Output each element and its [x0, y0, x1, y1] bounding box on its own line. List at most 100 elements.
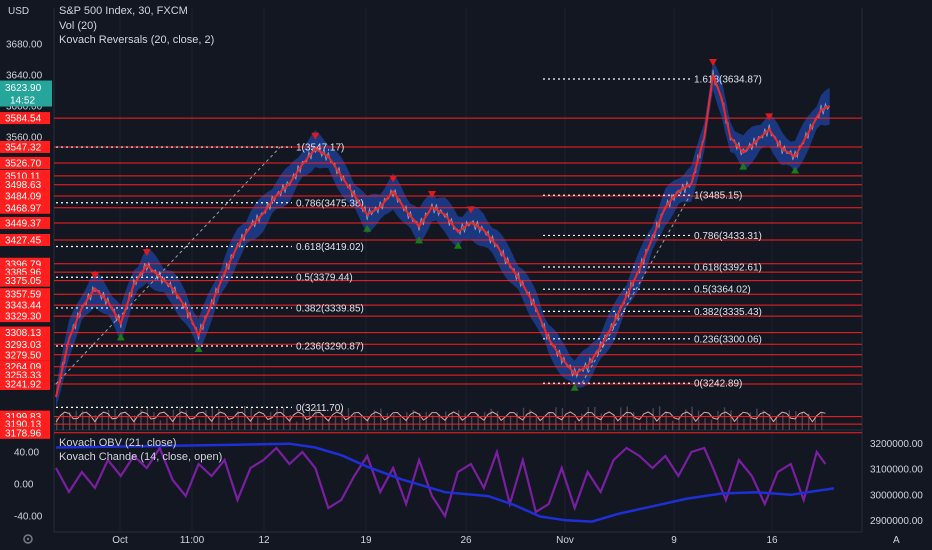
- volume-bar: [88, 415, 90, 430]
- fib-level-label: 0.618(3392.61): [694, 263, 762, 274]
- volume-bar: [710, 419, 713, 430]
- volume-bar: [594, 407, 596, 430]
- volume-bars: [55, 406, 826, 430]
- volume-bar: [250, 408, 252, 430]
- lower-panel: [55, 442, 835, 523]
- sell-marker: [142, 249, 151, 257]
- last-price-label: 3623.90: [5, 83, 42, 94]
- volume-bar: [490, 408, 492, 430]
- level-tag-label: 3329.30: [5, 312, 42, 323]
- volume-bar: [231, 420, 233, 430]
- volume-bar: [665, 411, 667, 430]
- auto-scale-button[interactable]: A: [893, 535, 900, 546]
- volume-bar: [645, 416, 648, 430]
- time-tick-label: 12: [258, 535, 270, 546]
- legend-symbol[interactable]: S&P 500 Index, 30, FXCM: [59, 5, 188, 17]
- obv-tick-label: 3200000.00: [870, 439, 923, 450]
- fib-level-label: 0.236(3300.06): [694, 334, 762, 345]
- volume-bar: [509, 415, 512, 430]
- level-tag: [0, 233, 50, 246]
- volume-bar: [457, 410, 460, 430]
- volume-bar: [775, 415, 778, 430]
- volume-bar: [380, 408, 382, 430]
- level-tag: [0, 288, 50, 301]
- left-price-axis[interactable]: 3680.00 3640.00 3600.00 3560.00 3584.54 3547.…: [0, 40, 52, 523]
- fib-trend-line: [55, 146, 281, 385]
- level-tag: [0, 426, 50, 439]
- legend-obv[interactable]: Kovach OBV (21, close): [59, 437, 177, 449]
- volume-bar: [295, 421, 298, 430]
- sell-marker: [389, 175, 398, 183]
- level-tag: [0, 338, 50, 351]
- time-tick-label: Oct: [112, 535, 128, 546]
- time-tick-label: 16: [766, 535, 778, 546]
- volume-bar: [367, 417, 369, 430]
- volume-bar: [795, 411, 797, 430]
- level-tag: [0, 201, 50, 214]
- sell-marker: [466, 206, 475, 214]
- level-tag: [0, 178, 50, 191]
- volume-bar: [723, 407, 726, 430]
- price-tick-label: 3600.00: [6, 102, 43, 113]
- price-tick-label: 3640.00: [6, 71, 43, 82]
- volume-bar: [425, 411, 427, 430]
- volume-bar: [282, 407, 285, 430]
- level-tag-label: 3449.37: [5, 218, 42, 229]
- volume-bar: [101, 413, 103, 430]
- legend-chande[interactable]: Kovach Chande (14, close, open): [59, 451, 223, 463]
- volume-bar: [276, 406, 278, 430]
- fib-level-label: 0.786(3433.31): [694, 231, 762, 242]
- level-tag-label: 3178.96: [5, 428, 42, 439]
- fib-level-label: 0.236(3290.87): [296, 341, 364, 352]
- gear-icon[interactable]: [23, 534, 33, 544]
- volume-bar: [107, 409, 110, 430]
- level-tag-label: 3293.03: [5, 340, 42, 351]
- level-tag-label: 3357.59: [5, 290, 42, 301]
- volume-bar: [244, 406, 246, 430]
- level-tag: [0, 326, 50, 339]
- level-tag: [0, 377, 50, 390]
- volume-bar: [555, 407, 557, 430]
- level-tag-label: 3343.44: [5, 301, 42, 312]
- volume-bar: [639, 422, 641, 430]
- volume-bar: [256, 416, 259, 430]
- chande-tick-label: 40.00: [14, 448, 39, 459]
- volume-bar: [334, 415, 337, 430]
- level-tag: [0, 216, 50, 229]
- volume-bar: [451, 412, 453, 430]
- volume-bar: [730, 410, 732, 430]
- volume-bar: [626, 406, 628, 430]
- price-line: [55, 74, 831, 398]
- last-price-tag: [0, 80, 52, 107]
- volume-bar: [406, 412, 408, 430]
- time-tick-label: 19: [360, 535, 372, 546]
- volume-bar: [652, 408, 654, 430]
- volume-bar: [633, 412, 635, 430]
- fib-level-label: 1.618(3634.87): [694, 75, 762, 86]
- volume-bar: [600, 413, 602, 430]
- legend-reversals[interactable]: Kovach Reversals (20, close, 2): [59, 34, 215, 46]
- volume-bar: [114, 408, 116, 430]
- legend-volume[interactable]: Vol (20): [59, 20, 97, 32]
- time-tick-label: 26: [460, 535, 472, 546]
- fib-level-label: 1(3485.15): [694, 191, 742, 202]
- sell-marker: [90, 272, 99, 280]
- volume-bar: [529, 409, 531, 430]
- volume-bar: [445, 411, 447, 430]
- fib-trend-line: [581, 195, 691, 384]
- volume-bar: [821, 412, 823, 430]
- level-tag: [0, 299, 50, 312]
- price-tick-label: 3680.00: [6, 40, 43, 51]
- currency-label: USD: [8, 6, 30, 17]
- level-tag-label: 3385.96: [5, 268, 42, 279]
- time-axis[interactable]: Oct 11:00 12 19 26 Nov 9 16: [112, 535, 778, 546]
- level-tag-label: 3241.92: [5, 379, 42, 390]
- volume-bar: [470, 416, 473, 430]
- chande-tick-label: -40.00: [14, 512, 43, 523]
- right-obv-axis[interactable]: 3200000.00 3100000.00 3000000.00 2900000.00: [870, 439, 923, 527]
- volume-bar: [464, 413, 466, 430]
- volume-bar: [393, 414, 395, 430]
- volume-bar: [386, 412, 389, 430]
- volume-bar: [756, 408, 758, 430]
